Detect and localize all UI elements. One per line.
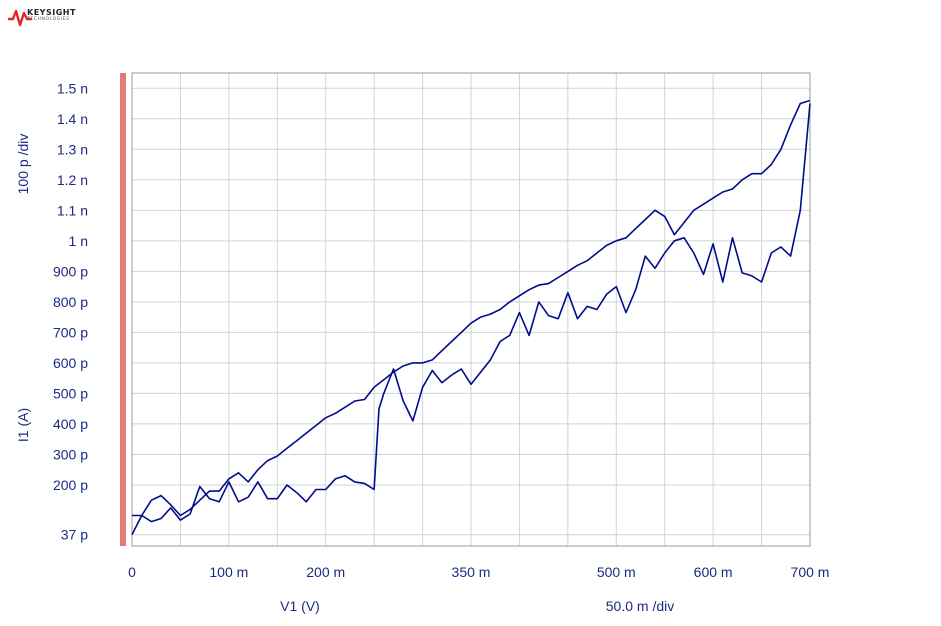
keysight-wave-icon [8,9,32,27]
plot-frame [131,72,811,547]
y-tick-label: 400 p [53,416,88,432]
y-axis-label: I1 (A) [15,408,31,442]
x-tick-label: 600 m [694,564,733,580]
y-tick-label: 300 p [53,446,88,462]
brand-subtitle: TECHNOLOGIES [27,17,70,22]
plot-grid [131,73,811,547]
y-tick-label: 600 p [53,355,88,371]
x-tick-label: 0 [128,564,136,580]
y-tick-label: 1.4 n [57,111,88,127]
y-tick-label: 37 p [61,527,88,543]
y-tick-label: 1.1 n [57,202,88,218]
keysight-logo [8,6,98,28]
y-tick-label: 900 p [53,263,88,279]
series-group [131,99,811,536]
y-tick-label: 1.3 n [57,141,88,157]
y-tick-label: 200 p [53,477,88,493]
x-tick-label: 350 m [452,564,491,580]
y-tick-label: 1.2 n [57,172,88,188]
y-tick-labels: 37 p 200 p 300 p 400 p 500 p 600 p 700 p 800 p 9… [53,80,88,542]
x-tick-label: 700 m [791,564,830,580]
y-tick-label: 500 p [53,385,88,401]
brand-name: KEYSIGHT [27,8,76,17]
series-line-1 [132,99,811,517]
y-tick-label: 1.5 n [57,80,88,96]
y-tick-label: 1 n [69,233,88,249]
x-tick-label: 200 m [306,564,345,580]
y-scale-label: 100 p /div [15,134,31,195]
x-tick-label: 100 m [209,564,248,580]
x-scale-label: 50.0 m /div [606,598,674,614]
y-tick-label: 700 p [53,324,88,340]
x-tick-label: 500 m [597,564,636,580]
left-marker-bar[interactable] [120,73,126,546]
x-axis-label: V1 (V) [280,598,320,614]
series-line-2 [131,103,811,536]
y-tick-label: 800 p [53,294,88,310]
x-tick-labels: 0 100 m 200 m 350 m 500 m 600 m 700 m [128,564,829,580]
